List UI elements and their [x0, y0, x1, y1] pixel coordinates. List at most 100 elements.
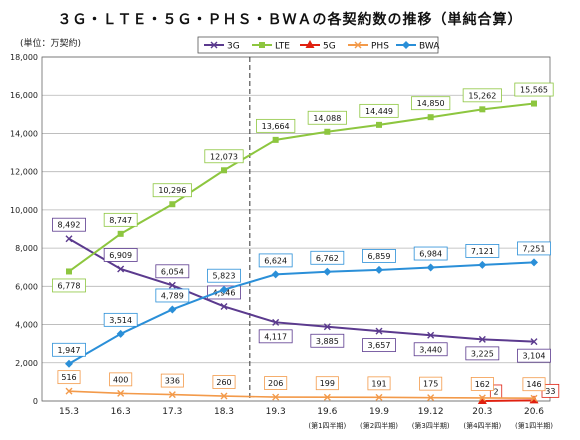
data-point — [427, 394, 435, 402]
data-label: 33 — [545, 387, 555, 396]
data-label: 15,565 — [520, 86, 548, 95]
data-point — [210, 41, 218, 49]
y-tick-label: 6,000 — [15, 282, 38, 291]
data-label: 260 — [216, 378, 231, 387]
data-label-box — [52, 342, 86, 357]
data-label-box — [57, 370, 81, 385]
data-point — [375, 265, 383, 274]
data-point — [376, 121, 382, 128]
data-point — [65, 359, 73, 368]
y-tick-label: 0 — [33, 397, 38, 406]
data-point — [375, 393, 383, 401]
data-label: 2 — [493, 387, 498, 396]
data-point — [375, 327, 383, 335]
data-label-box — [204, 149, 244, 164]
data-point — [478, 394, 486, 402]
data-label-box — [462, 88, 502, 103]
data-label-box — [362, 338, 396, 353]
data-point — [65, 387, 73, 395]
data-label: 516 — [61, 373, 76, 382]
data-label-box — [152, 183, 192, 198]
x-tick-label: 19.12 — [418, 407, 444, 417]
data-label-box — [419, 376, 443, 391]
data-label-box — [470, 377, 494, 391]
data-label: 6,762 — [316, 254, 339, 263]
data-point — [354, 41, 362, 49]
data-point — [478, 260, 487, 269]
data-label-box — [160, 373, 184, 388]
legend-label: 3G — [227, 42, 240, 52]
x-tick-label: 19.6 — [317, 407, 337, 417]
x-tick-label: 20.3 — [472, 407, 492, 417]
y-tick-label: 16,000 — [10, 91, 38, 100]
data-point — [66, 268, 72, 275]
data-label-box — [52, 217, 86, 232]
y-tick-label: 18,000 — [10, 53, 38, 62]
series-line — [68, 390, 535, 400]
data-label: 162 — [475, 380, 490, 389]
data-label-box — [307, 110, 347, 125]
data-point — [117, 389, 125, 397]
data-point — [478, 335, 486, 343]
data-label-box — [517, 348, 551, 363]
data-label-box — [207, 268, 241, 283]
y-tick-label: 14,000 — [10, 129, 38, 138]
data-label: 4,117 — [264, 332, 287, 341]
data-label: 3,514 — [109, 316, 132, 325]
x-tick-label: 17.3 — [162, 407, 182, 417]
data-point — [271, 270, 280, 279]
data-point — [168, 305, 177, 314]
data-label-box — [155, 288, 190, 303]
data-label: 400 — [113, 375, 128, 384]
data-point — [220, 392, 228, 400]
data-label: 3,440 — [419, 345, 442, 354]
data-point — [427, 331, 435, 339]
series-line — [482, 399, 535, 402]
data-point — [324, 128, 331, 135]
data-point — [168, 281, 176, 289]
data-label: 15,262 — [468, 91, 496, 100]
data-point — [220, 302, 228, 310]
data-point — [169, 201, 176, 208]
data-point — [168, 391, 176, 399]
x-tick-label: 20.6 — [524, 407, 544, 417]
series-line — [68, 261, 535, 365]
chart-title: ３Ｇ・ＬＴＥ・５Ｇ・ＰＨＳ・ＢＷＡの各契約数の推移（単純合算） — [57, 12, 523, 28]
data-label-box — [522, 377, 546, 392]
data-point — [477, 395, 487, 404]
data-label: 3,225 — [471, 349, 494, 358]
data-label-box — [212, 375, 236, 389]
legend-label: 5G — [323, 42, 336, 52]
data-label: 6,859 — [368, 252, 391, 261]
data-label: 3,657 — [368, 341, 391, 350]
x-tick-label: 18.3 — [214, 407, 234, 417]
y-tick-label: 10,000 — [10, 206, 38, 215]
data-label: 6,778 — [58, 281, 81, 290]
data-point — [530, 258, 538, 267]
data-label-box — [465, 346, 500, 361]
legend-label: BWA — [419, 42, 440, 52]
plot-area — [41, 56, 551, 402]
data-point — [221, 167, 227, 174]
data-label-box — [103, 248, 138, 262]
data-label-box — [362, 249, 396, 263]
data-point — [402, 41, 410, 49]
data-label: 6,909 — [109, 251, 132, 260]
x-tick-label: 15.3 — [59, 407, 79, 417]
data-label-box — [264, 376, 288, 390]
y-tick-label: 8,000 — [15, 244, 38, 253]
data-label-box — [367, 376, 391, 391]
data-point — [323, 323, 331, 331]
data-label: 4,789 — [161, 291, 184, 300]
y-tick-label: 12,000 — [10, 168, 38, 177]
data-label-box — [411, 96, 451, 111]
legend-label: LTE — [275, 42, 290, 52]
data-label: 6,984 — [419, 250, 442, 259]
data-label: 3,104 — [523, 352, 546, 361]
data-label-box — [465, 244, 500, 258]
data-label-box — [256, 118, 296, 133]
data-point — [117, 265, 125, 273]
data-point — [531, 100, 537, 107]
y-tick-label: 4,000 — [15, 321, 38, 330]
